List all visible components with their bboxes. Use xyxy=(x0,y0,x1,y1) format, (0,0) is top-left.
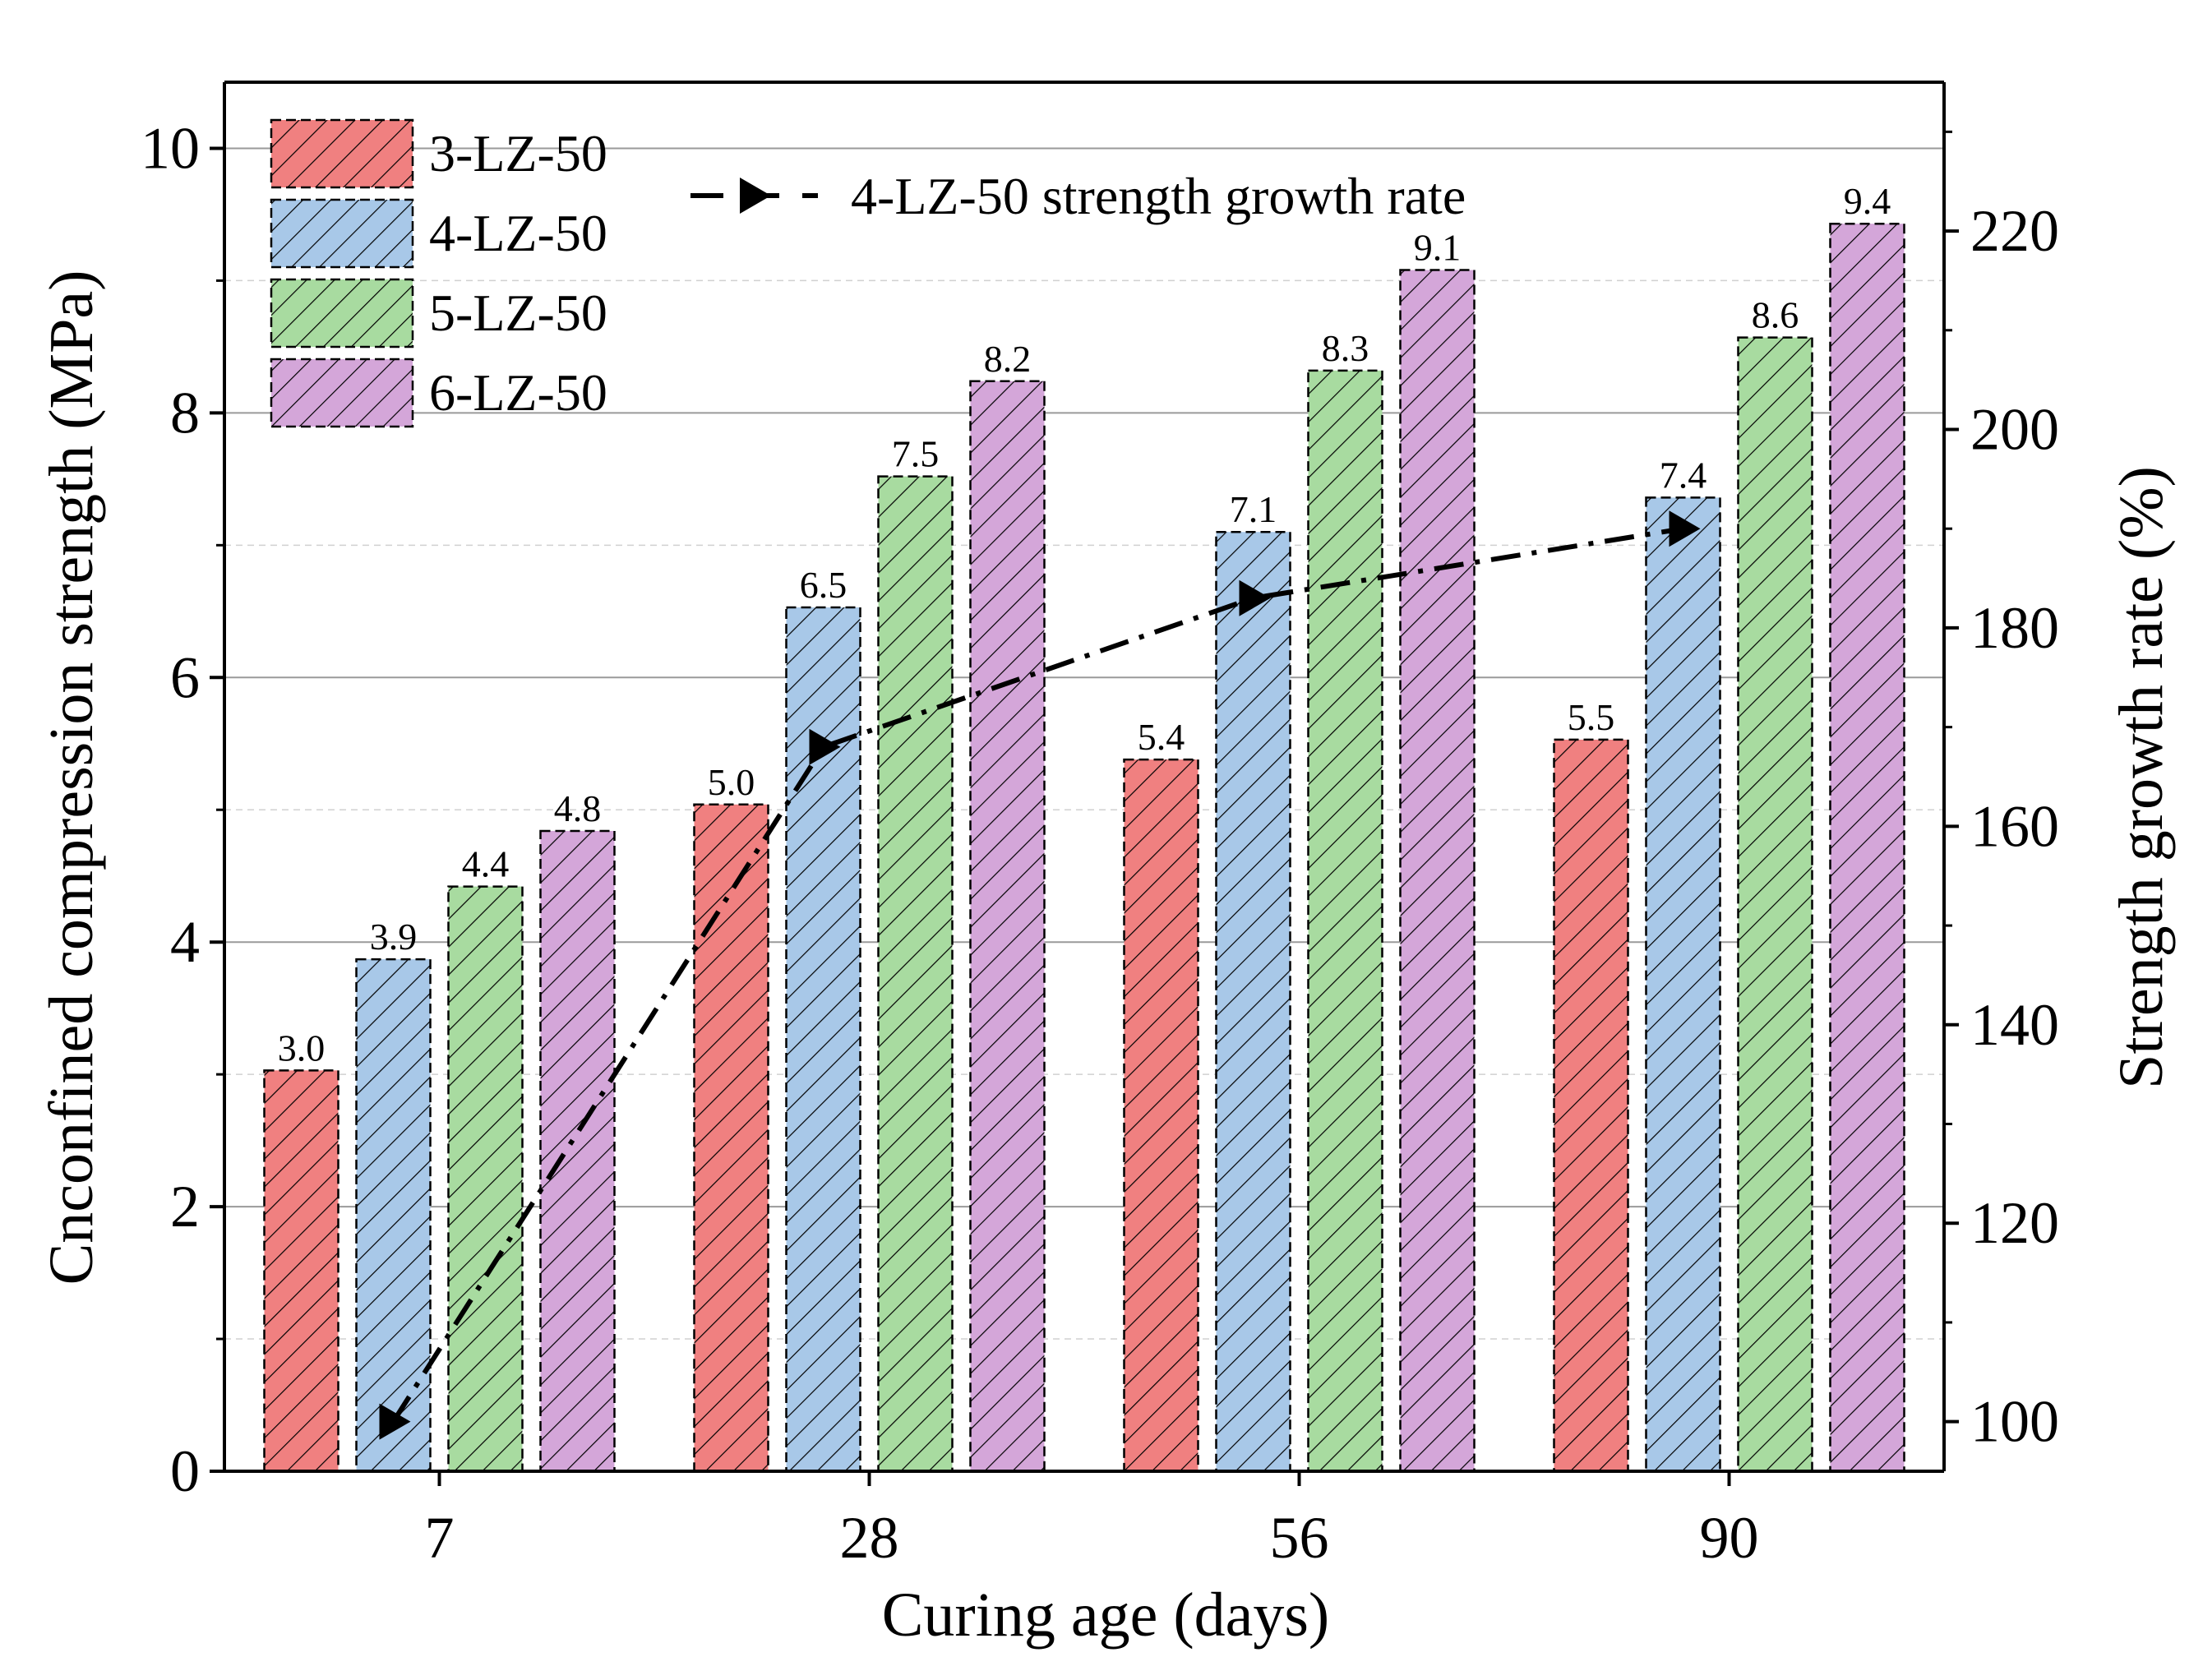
y-tick-label: 0 xyxy=(170,1438,200,1504)
bar-outline xyxy=(1215,530,1291,1473)
y-tick-label: 8 xyxy=(170,380,200,445)
legend-line-label: 4-LZ-50 strength growth rate xyxy=(851,167,1466,225)
bar-outline xyxy=(1123,758,1199,1473)
y2-tick-label: 160 xyxy=(1970,793,2059,859)
growth-rate-line xyxy=(379,510,1701,1440)
growth-rate-marker xyxy=(1239,579,1271,616)
growth-rate-marker xyxy=(379,1403,411,1440)
data-label: 4.4 xyxy=(462,843,510,885)
y2-axis-title: Strength growth rate (%) xyxy=(2107,466,2176,1089)
data-label: 5.0 xyxy=(708,761,755,803)
bar-outline xyxy=(1737,336,1813,1473)
y-tick-label: 2 xyxy=(170,1174,200,1239)
data-label: 5.4 xyxy=(1138,716,1185,758)
y-tick-label: 6 xyxy=(170,644,200,710)
bar-outline xyxy=(355,958,432,1473)
x-tick-label: 90 xyxy=(1700,1505,1759,1571)
y-tick-label: 10 xyxy=(141,115,200,181)
bar-outline xyxy=(539,829,616,1473)
y-tick-label: 4 xyxy=(170,909,200,975)
y2-tick-label: 100 xyxy=(1970,1389,2059,1455)
legend-label: 5-LZ-50 xyxy=(429,284,607,342)
bar-outline xyxy=(877,475,954,1473)
bar-outline xyxy=(1645,496,1721,1473)
data-label: 7.4 xyxy=(1660,454,1707,496)
legend-label: 4-LZ-50 xyxy=(429,204,607,262)
data-label: 7.1 xyxy=(1230,488,1277,530)
data-label: 9.4 xyxy=(1844,180,1891,222)
legend-swatch-outline xyxy=(270,118,414,189)
data-label: 8.2 xyxy=(984,338,1032,380)
legend-label: 3-LZ-50 xyxy=(429,124,607,182)
data-label: 3.9 xyxy=(370,916,418,958)
legend-swatch-outline xyxy=(270,358,414,428)
bar-outline xyxy=(447,885,524,1473)
legend-swatch-outline xyxy=(270,278,414,348)
bar-outline xyxy=(1829,222,1905,1473)
bar-outline xyxy=(1553,738,1629,1473)
y-axis-title: Cnconfined compression strength (MPa) xyxy=(37,270,106,1285)
data-label: 7.5 xyxy=(892,433,940,475)
data-label: 5.5 xyxy=(1568,696,1615,738)
growth-rate-marker xyxy=(1669,510,1701,547)
data-label: 8.6 xyxy=(1752,294,1799,336)
bar-outline xyxy=(1399,269,1476,1473)
x-tick-label: 7 xyxy=(425,1505,455,1571)
bar-outline xyxy=(263,1069,339,1473)
x-tick-label: 56 xyxy=(1270,1505,1329,1571)
y2-tick-label: 140 xyxy=(1970,992,2059,1058)
bar-outline xyxy=(693,803,769,1473)
y2-tick-label: 200 xyxy=(1970,397,2059,463)
axes: 0 2 4 6 8 10 100 120 140 160 180 200 220 7 28 56 90 xyxy=(141,81,2059,1571)
data-label: 4.8 xyxy=(554,787,602,829)
legend: 3-LZ-50 4-LZ-50 5-LZ-50 6-LZ-50 4-LZ-50 stre… xyxy=(270,118,1466,428)
y2-tick-label: 220 xyxy=(1970,198,2059,264)
y2-tick-label: 120 xyxy=(1970,1190,2059,1256)
legend-line-marker xyxy=(740,178,771,214)
growth-rate-marker xyxy=(809,728,841,765)
legend-swatch-outline xyxy=(270,198,414,269)
x-axis-title: Curing age (days) xyxy=(882,1581,1330,1650)
data-labels: 3.0 3.9 4.4 4.8 5.0 6.5 7.5 8.2 5.4 7.1 8.3 9.1 5.5 7… xyxy=(278,180,1891,1068)
bar-outline xyxy=(1307,369,1383,1473)
data-label: 8.3 xyxy=(1322,327,1369,369)
x-tick-label: 28 xyxy=(840,1505,899,1571)
legend-label: 6-LZ-50 xyxy=(429,363,607,422)
data-label: 3.0 xyxy=(278,1027,326,1068)
data-label: 6.5 xyxy=(800,564,847,606)
y2-tick-label: 180 xyxy=(1970,595,2059,661)
data-label: 9.1 xyxy=(1414,227,1462,269)
bar-outline xyxy=(969,380,1046,1473)
